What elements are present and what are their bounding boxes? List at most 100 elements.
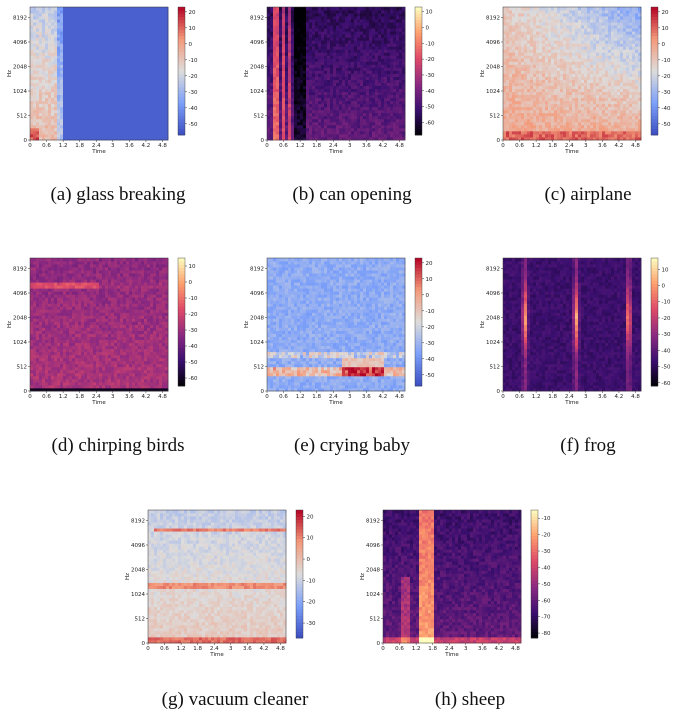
heatmap-cell (533, 25, 537, 29)
heatmap-cell (294, 130, 298, 135)
heatmap-cell (114, 7, 118, 11)
heatmap-cell (345, 10, 349, 14)
heatmap-cell (36, 85, 40, 90)
heatmap-cell (102, 121, 106, 126)
heatmap-cell (539, 22, 543, 26)
heatmap-cell (297, 91, 301, 96)
heatmap-cell (144, 16, 148, 20)
heatmap-cell (78, 109, 82, 114)
heatmap-cell (150, 106, 154, 111)
heatmap-cell (294, 112, 298, 117)
heatmap-cell (162, 94, 166, 99)
heatmap-cell (366, 91, 370, 96)
heatmap-cell (297, 10, 301, 14)
heatmap-cell (360, 100, 364, 105)
heatmap-cell (57, 67, 61, 71)
heatmap-cell (126, 25, 130, 29)
heatmap-cell (129, 73, 133, 77)
heatmap-cell (72, 73, 76, 77)
heatmap-cell (306, 67, 310, 71)
heatmap-cell (539, 70, 543, 74)
heatmap-cell (375, 88, 379, 93)
heatmap-cell (548, 103, 552, 108)
heatmap-cell (533, 88, 537, 93)
heatmap-cell (381, 79, 385, 83)
heatmap-cell (294, 127, 298, 132)
heatmap-cell (90, 16, 94, 20)
heatmap-cell (36, 7, 40, 11)
heatmap-cell (357, 58, 361, 62)
heatmap-cell (51, 46, 55, 50)
heatmap-cell (518, 7, 522, 11)
heatmap-cell (99, 16, 103, 20)
heatmap-cell (126, 40, 130, 44)
heatmap-cell (159, 112, 163, 117)
heatmap-cell (503, 88, 507, 93)
heatmap-cell (363, 49, 367, 53)
heatmap-cell (336, 115, 340, 120)
heatmap-cell (521, 22, 525, 26)
heatmap-cell (39, 22, 43, 26)
heatmap-cell (542, 58, 546, 62)
heatmap-cell (309, 106, 313, 111)
heatmap-cell (114, 43, 118, 47)
heatmap-cell (354, 7, 358, 11)
heatmap-cell (402, 121, 406, 126)
heatmap-cell (536, 85, 540, 90)
heatmap-cell (60, 73, 64, 77)
heatmap-cell (297, 31, 301, 35)
heatmap-cell (162, 106, 166, 111)
heatmap-cell (42, 136, 46, 141)
heatmap-cell (536, 118, 540, 123)
heatmap-cell (30, 103, 34, 108)
heatmap-cell (165, 124, 169, 129)
heatmap-cell (108, 115, 112, 120)
heatmap-cell (54, 31, 58, 35)
heatmap-cell (33, 37, 37, 41)
heatmap-cell (33, 64, 37, 68)
heatmap-cell (545, 10, 549, 14)
heatmap-cell (381, 34, 385, 38)
heatmap-cell (129, 58, 133, 62)
heatmap-cell (309, 118, 313, 123)
heatmap-cell (30, 58, 34, 62)
heatmap-cell (327, 16, 331, 20)
heatmap-cell (318, 133, 322, 138)
heatmap-cell (111, 64, 115, 68)
heatmap-cell (165, 37, 169, 41)
heatmap-cell (66, 94, 70, 99)
heatmap-cell (509, 115, 513, 120)
heatmap-cell (42, 34, 46, 38)
heatmap-cell (63, 37, 67, 41)
heatmap-cell (536, 28, 540, 32)
heatmap-cell (90, 28, 94, 32)
heatmap-cell (135, 121, 139, 126)
heatmap-cell (396, 16, 400, 20)
heatmap-cell (120, 130, 124, 135)
heatmap-cell (306, 40, 310, 44)
heatmap-cell (402, 40, 406, 44)
heatmap-cell (267, 130, 271, 135)
heatmap-cell (354, 124, 358, 129)
heatmap-cell (273, 13, 277, 17)
colorbar-cell (178, 90, 185, 94)
heatmap-cell (351, 31, 355, 35)
heatmap-cell (75, 31, 79, 35)
heatmap-cell (545, 25, 549, 29)
heatmap-cell (135, 46, 139, 50)
heatmap-cell (324, 34, 328, 38)
heatmap-cell (387, 61, 391, 65)
heatmap-cell (90, 115, 94, 120)
heatmap-cell (536, 91, 540, 96)
heatmap-cell (351, 73, 355, 77)
heatmap-cell (162, 25, 166, 29)
heatmap-cell (354, 109, 358, 114)
heatmap-cell (509, 40, 513, 44)
heatmap-cell (90, 67, 94, 71)
heatmap-cell (303, 133, 307, 138)
heatmap-cell (384, 49, 388, 53)
heatmap-cell (518, 37, 522, 41)
heatmap-cell (306, 22, 310, 26)
heatmap-cell (527, 130, 531, 135)
heatmap-cell (366, 76, 370, 80)
